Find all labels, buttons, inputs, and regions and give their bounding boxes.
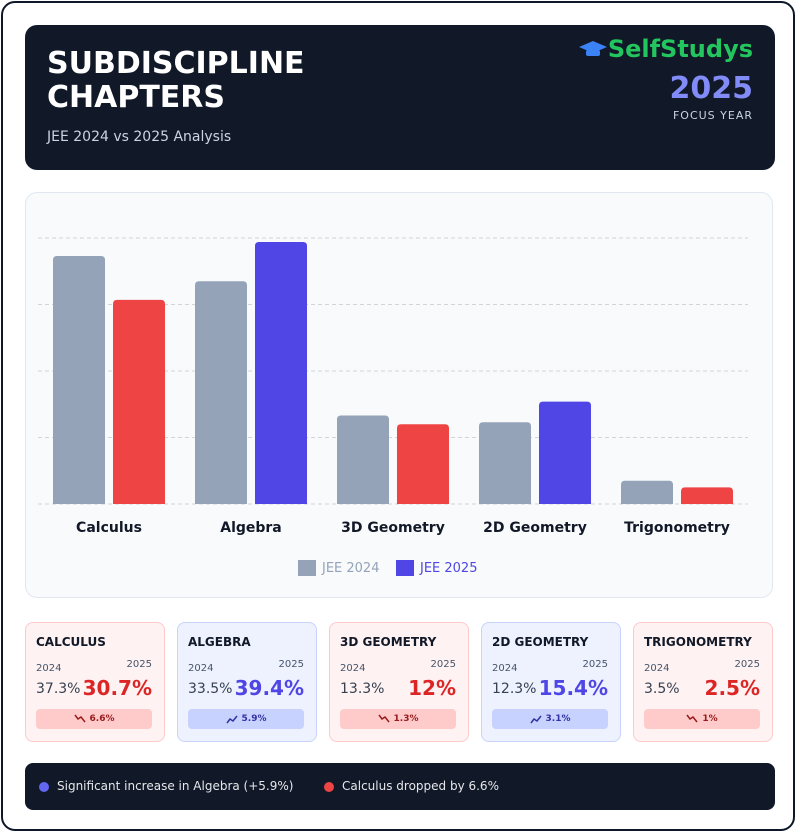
card-year: 2025 — [126, 659, 152, 670]
bar — [337, 415, 389, 504]
bar — [681, 487, 733, 504]
card-value: 15.4% — [538, 676, 608, 700]
bar — [53, 255, 105, 504]
legend-label: JEE 2025 — [419, 561, 477, 576]
trend-icon — [73, 714, 86, 723]
card-title: CALCULUS — [36, 635, 106, 649]
legend-label: JEE 2024 — [321, 561, 379, 576]
x-tick-label: 3D Geometry — [341, 520, 445, 536]
card-title: 3D GEOMETRY — [340, 635, 437, 649]
x-tick-label: Calculus — [76, 520, 142, 536]
card-value: 2.5% — [704, 676, 760, 700]
change-pill: 3.1% — [492, 709, 608, 729]
bar — [479, 422, 531, 504]
legend-swatch — [396, 560, 414, 576]
footer: Significant increase in Algebra (+5.9%) C… — [25, 763, 775, 810]
card-title: 2D GEOMETRY — [492, 635, 589, 649]
stat-card: TRIGONOMETRY 2024 2025 3.5% 2.5% 1% — [633, 622, 773, 742]
card-value: 37.3% — [36, 681, 81, 697]
card-year: 2024 — [36, 663, 62, 674]
stat-card: CALCULUS 2024 2025 37.3% 30.7% 6.6% — [25, 622, 165, 742]
card-value: 12% — [408, 676, 456, 700]
card-value: 13.3% — [340, 681, 385, 697]
trend-icon — [529, 715, 542, 724]
change-text: 1.3% — [393, 714, 419, 724]
change-text: 6.6% — [89, 714, 115, 724]
trend-icon — [225, 715, 238, 724]
trend-icon — [686, 714, 698, 723]
note-dot — [324, 782, 334, 792]
header: SUBDISCIPLINE CHAPTERS JEE 2024 vs 2025 … — [25, 25, 775, 170]
brand-text: SelfStudys — [607, 35, 753, 63]
card-year: 2024 — [644, 663, 670, 674]
stat-card: 2D GEOMETRY 2024 2025 12.3% 15.4% 3.1% — [481, 622, 621, 742]
card-year: 2025 — [582, 659, 608, 670]
change-pill: 5.9% — [188, 709, 304, 729]
bar — [621, 480, 673, 504]
title: SUBDISCIPLINE CHAPTERS — [47, 47, 305, 115]
bar — [255, 241, 307, 505]
bar — [397, 424, 449, 504]
title-line: SUBDISCIPLINE — [47, 46, 305, 81]
card-year: 2024 — [492, 663, 518, 674]
change-pill: 6.6% — [36, 709, 152, 729]
legend-swatch — [298, 560, 316, 576]
card-year: 2025 — [430, 659, 456, 670]
title-line: CHAPTERS — [47, 80, 225, 115]
focus-caption: FOCUS YEAR — [672, 109, 753, 122]
card-year: 2024 — [188, 663, 214, 674]
card-title: TRIGONOMETRY — [644, 635, 752, 649]
subtitle: JEE 2024 vs 2025 Analysis — [47, 129, 232, 145]
card-year: 2025 — [278, 659, 304, 670]
focus-year: 2025 — [669, 71, 754, 106]
card-value: 12.3% — [492, 681, 537, 697]
brand: SelfStudys — [578, 35, 753, 63]
change-pill: 1.3% — [340, 709, 456, 729]
bar — [539, 401, 591, 504]
note-text: Calculus dropped by 6.6% — [342, 779, 499, 793]
bar — [113, 299, 165, 504]
change-pill: 1% — [644, 709, 760, 729]
trend-icon — [377, 714, 390, 723]
card-year: 2024 — [340, 663, 366, 674]
card-year: 2025 — [734, 659, 760, 670]
note-dot — [39, 782, 49, 792]
change-text: 1% — [702, 714, 718, 724]
card-value: 39.4% — [234, 676, 304, 700]
card-value: 3.5% — [644, 681, 680, 697]
x-tick-label: Algebra — [220, 520, 282, 536]
note-text: Significant increase in Algebra (+5.9%) — [57, 779, 294, 793]
change-text: 5.9% — [241, 714, 267, 724]
brand-icon — [578, 41, 607, 56]
stat-card: ALGEBRA 2024 2025 33.5% 39.4% 5.9% — [177, 622, 317, 742]
card-title: ALGEBRA — [188, 635, 251, 649]
card-value: 30.7% — [82, 676, 152, 700]
x-tick-label: Trigonometry — [624, 520, 730, 536]
stat-card: 3D GEOMETRY 2024 2025 13.3% 12% 1.3% — [329, 622, 469, 742]
change-text: 3.1% — [545, 714, 571, 724]
chart: Calculus Algebra 3D Geometry 2D Geometry Tri… — [38, 237, 748, 576]
card-value: 33.5% — [188, 681, 233, 697]
x-tick-label: 2D Geometry — [483, 520, 587, 536]
bar — [195, 281, 247, 504]
